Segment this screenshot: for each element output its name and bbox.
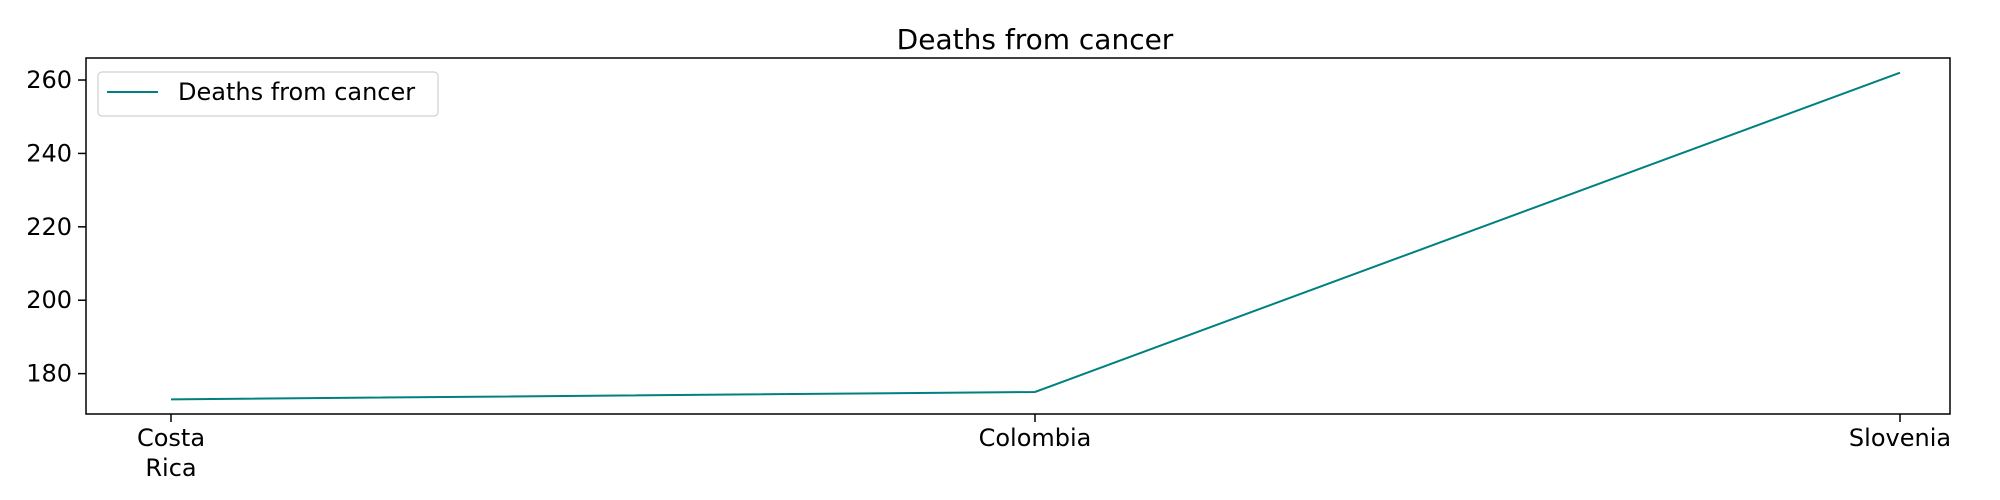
legend-box: [97, 71, 439, 117]
y-tick-label: 260: [26, 66, 72, 94]
x-tick-label: Costa Rica: [137, 424, 205, 482]
chart-title: Deaths from cancer: [897, 23, 1174, 56]
plot-frame: [85, 57, 1951, 415]
series-layer: [170, 71, 1901, 401]
series-line-deaths-from-cancer: [170, 71, 1901, 401]
y-tick-label: 220: [26, 213, 72, 241]
y-axis: 180 200 220 240 260: [26, 66, 86, 388]
x-axis: Costa Rica Colombia Slovenia: [137, 414, 1951, 482]
plot-area: [85, 57, 1951, 415]
y-tick-label: 180: [26, 360, 72, 388]
y-tick-label: 200: [26, 286, 72, 314]
legend: Deaths from cancer: [97, 71, 439, 117]
y-tick-label: 240: [26, 139, 72, 167]
x-tick-label: Slovenia: [1849, 424, 1951, 452]
legend-series-label: Deaths from cancer: [178, 78, 415, 106]
x-tick-label: Colombia: [979, 424, 1092, 452]
